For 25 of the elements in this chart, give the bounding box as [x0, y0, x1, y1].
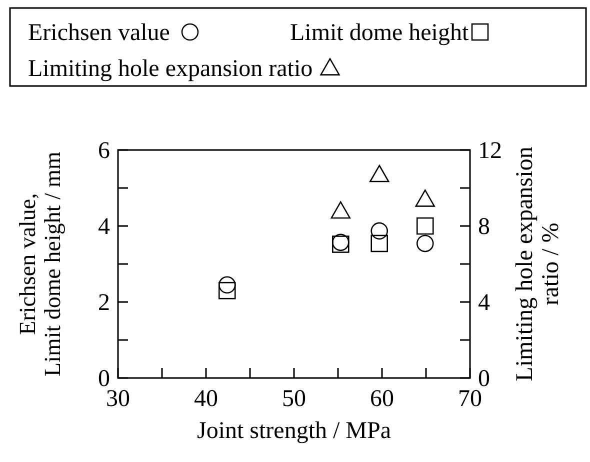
point: [416, 217, 434, 235]
x-tick-label: 60: [370, 386, 394, 412]
y2-tick-label: 8: [478, 214, 490, 240]
y-tick-label: 2: [98, 290, 110, 316]
point: [330, 201, 350, 219]
y2-axis-title: Limiting hole expansion ratio / %: [512, 146, 564, 382]
point: [370, 234, 388, 252]
point: [218, 276, 236, 294]
point: [416, 234, 434, 252]
legend-label: Limiting hole expansion ratio: [28, 56, 313, 82]
point: [415, 190, 435, 207]
y-axis-title: Erichsen value, Limit dome height / mm: [15, 151, 65, 376]
point: [370, 222, 388, 240]
y2-tick-label: 4: [478, 290, 490, 316]
y-tick-label: 6: [98, 138, 110, 164]
legend-label: Erichsen value: [28, 20, 170, 46]
legend-label: Limit dome height: [290, 20, 469, 46]
x-tick-label: 30: [106, 386, 130, 412]
point: [218, 282, 236, 300]
y2-tick-label: 12: [478, 138, 502, 164]
point: [370, 164, 390, 182]
x-tick-label: 50: [282, 386, 306, 412]
x-tick-label: 40: [194, 386, 218, 412]
y-tick-label: 4: [98, 214, 110, 240]
x-axis-title: Joint strength / MPa: [196, 418, 392, 444]
